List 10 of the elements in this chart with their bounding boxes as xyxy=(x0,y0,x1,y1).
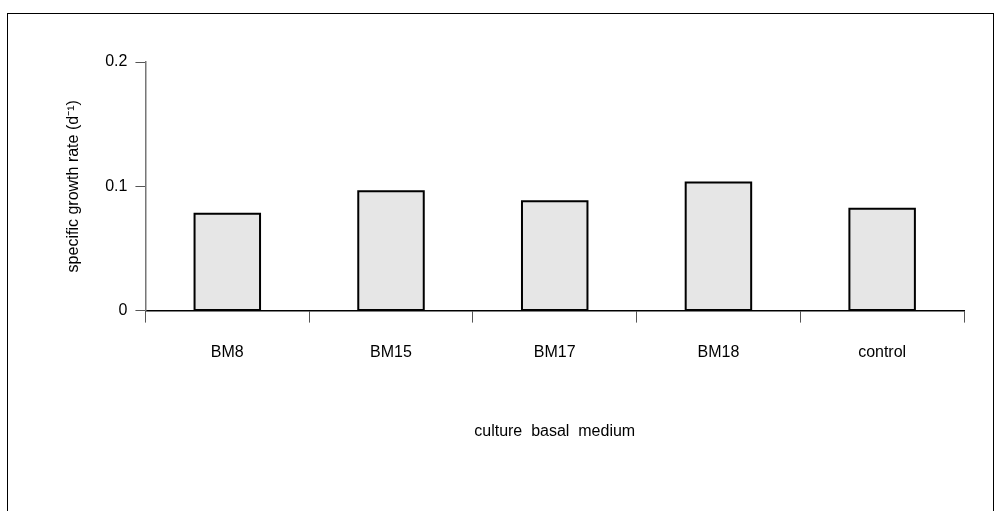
x-tick-label: BM18 xyxy=(697,342,740,360)
x-tick-label: BM17 xyxy=(533,342,576,360)
y-tick-label: 0.1 xyxy=(105,176,128,194)
y-tick-label: 0 xyxy=(118,301,128,319)
x-tick-label: BM15 xyxy=(370,342,413,360)
x-tick-label: BM8 xyxy=(210,342,244,360)
x-tick-label: control xyxy=(858,342,907,360)
y-axis-title: specific growth rate (d⁻¹) xyxy=(64,100,82,273)
y-tick-label: 0.2 xyxy=(105,52,128,70)
x-axis-title: culture basal medium xyxy=(474,421,636,439)
